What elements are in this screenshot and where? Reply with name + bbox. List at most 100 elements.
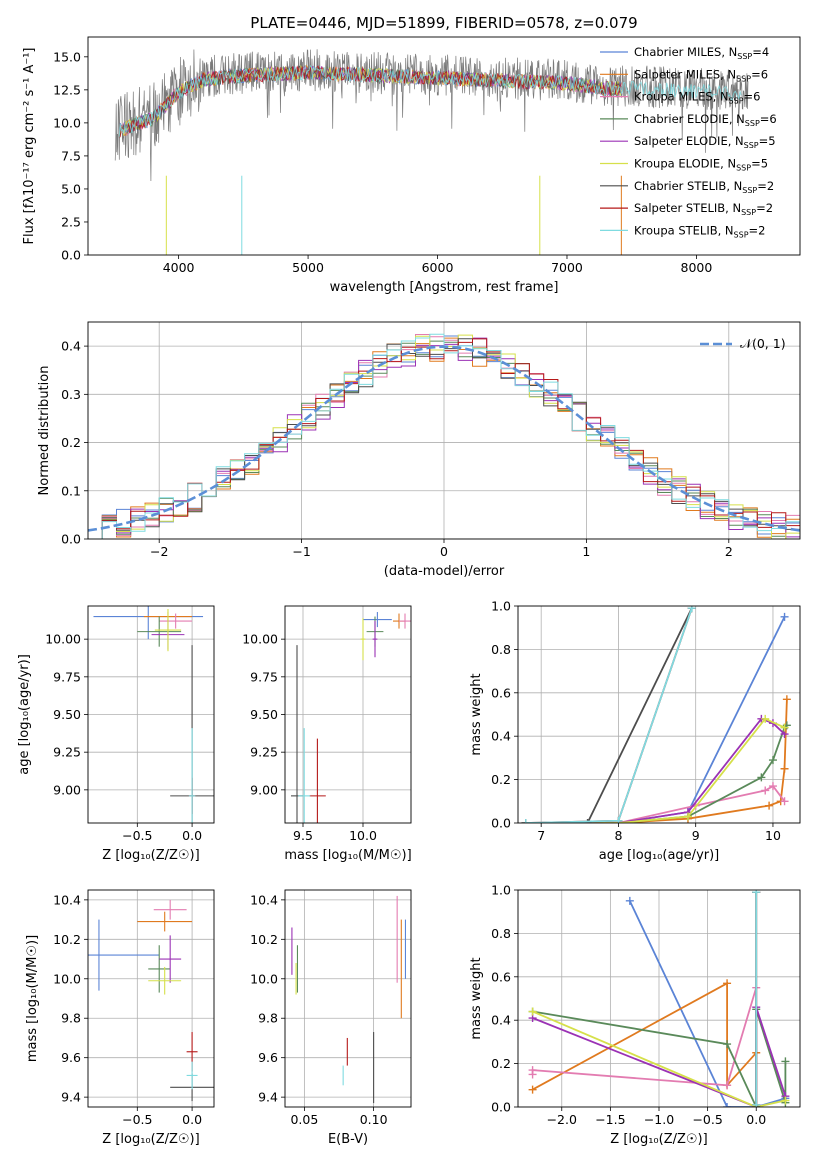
legend-entry: Kroupa ELODIE, NSSP=5	[634, 157, 768, 173]
legend-suffix: =6	[751, 67, 768, 81]
y-tick-label: 1.0	[491, 883, 511, 898]
y-tick-label: 10.4	[53, 892, 81, 907]
x-tick-label: 10.0	[349, 828, 377, 843]
legend-sub: SSP	[737, 52, 752, 61]
x-tick-label: −0.5	[122, 1112, 152, 1127]
x-tick-label: 8	[614, 828, 622, 843]
weight-line-chab_miles	[628, 900, 786, 1107]
y-tick-label: 0.4	[61, 339, 81, 354]
y-axis-label: Flux [fλ10⁻¹⁷ erg cm⁻² s⁻¹ A⁻¹]	[22, 48, 37, 245]
mass_vs_Z-plot	[88, 890, 214, 1107]
weight-marker-krou_stelib	[521, 819, 530, 823]
weight-marker-krou_stelib	[614, 816, 623, 823]
y-tick-label: 0.2	[491, 1056, 511, 1071]
weight-marker-chab_miles	[723, 1103, 732, 1107]
weight-marker-krou_elodie	[683, 812, 692, 821]
x-axis-label: Z [log₁₀(Z/Z☉)]	[102, 1132, 199, 1147]
weight-marker-chab_stelib	[583, 819, 592, 823]
axes-frame	[87, 321, 801, 540]
weight-marker-krou_stelib	[687, 606, 696, 613]
y-tick-label: 10.4	[250, 892, 278, 907]
legend-label: Chabrier STELIB, N	[634, 179, 742, 193]
y-tick-label: 10.2	[53, 932, 81, 947]
x-tick-label: −2	[150, 544, 168, 559]
legend-label: Kroupa ELODIE, N	[634, 157, 736, 171]
weight-marker-chab_elodie	[757, 773, 766, 782]
weight_vs_age-plot	[518, 606, 800, 823]
y-tick-label: 10.0	[250, 971, 278, 986]
model-spectrum-salp_stelib	[118, 65, 622, 138]
x-tick-label: 0.10	[360, 1112, 388, 1127]
legend-entry: Salpeter MILES, NSSP=6	[634, 67, 768, 83]
x-axis-label: Z [log₁₀(Z/Z☉)]	[610, 1132, 707, 1147]
y-tick-label: 9.00	[53, 782, 81, 797]
y-tick-label: 0.0	[491, 1100, 511, 1115]
weight-marker-krou_miles	[761, 786, 770, 795]
weight_vs_Z-plot	[518, 890, 800, 1107]
legend-label: Salpeter ELODIE, N	[634, 134, 744, 148]
x-axis-label: (data-model)/error	[384, 564, 505, 579]
chart-title: PLATE=0446, MJD=51899, FIBERID=0578, z=0…	[250, 14, 637, 32]
model-spectrum-krou_stelib	[118, 65, 742, 138]
age_vs_mass-plot	[285, 606, 411, 823]
x-tick-label: 0.0	[182, 828, 202, 843]
mass_vs_ebv-plot	[285, 890, 411, 1107]
axes-frame	[517, 605, 801, 824]
x-tick-label: 10	[765, 828, 781, 843]
y-axis-label: mass weight	[469, 957, 484, 1039]
legend-sub: SSP	[729, 97, 744, 106]
x-tick-label: 8000	[681, 260, 713, 275]
weight_vs_Z-frame: −2.0 −1.5 −1.0 −0.5 0.0 0.0 0.2 0.4 0.6 0.8 1.0 Z […	[469, 883, 801, 1147]
legend-label: 𝒩(0, 1)	[740, 336, 786, 351]
y-tick-label: 0.0	[61, 248, 81, 263]
weight-marker-krou_miles	[528, 1066, 537, 1075]
y-tick-label: 9.25	[250, 745, 278, 760]
spectrum-frame: 4000 5000 6000 7000 8000 0.0 2.5 5.0 7.5 10.0 12.5…	[22, 36, 801, 295]
y-tick-label: 0.6	[491, 685, 511, 700]
x-tick-label: −0.5	[692, 1112, 722, 1127]
y-tick-label: 10.00	[45, 632, 81, 647]
y-tick-label: 0.1	[61, 483, 81, 498]
legend-sub: SSP	[741, 208, 756, 217]
age_vs_mass-axes: 9.5 10.0 9.00 9.25 9.50 9.75 10.00 mass [log₁₀(…	[242, 605, 412, 863]
weight-line-krou_stelib	[525, 607, 693, 823]
y-tick-label: 10.0	[53, 971, 81, 986]
weight-line-salp_miles	[525, 699, 788, 823]
x-tick-label: 9	[692, 828, 700, 843]
legend-sub: SSP	[742, 186, 757, 195]
y-tick-label: 10.2	[250, 932, 278, 947]
y-axis-label: mass [log₁₀(M/M☉)]	[25, 935, 40, 1062]
legend-suffix: =6	[760, 112, 777, 126]
weight-marker-krou_elodie	[780, 723, 789, 732]
residual-legend: 𝒩(0, 1)	[700, 336, 786, 351]
y-tick-label: 0.3	[61, 387, 81, 402]
y-tick-label: 9.6	[258, 1050, 278, 1065]
x-tick-label: 7	[537, 828, 545, 843]
y-tick-label: 1.0	[491, 599, 511, 614]
y-tick-label: 5.0	[61, 181, 81, 196]
legend-entry: Chabrier MILES, NSSP=4	[634, 45, 769, 61]
axes-frame	[87, 889, 215, 1108]
mass_vs_Z-frame: −0.5 0.0 9.4 9.6 9.8 10.0 10.2 10.4 Z [log₁₀(Z/Z…	[25, 889, 215, 1147]
residuals-plot	[88, 322, 800, 539]
residuals-axes: −2 −1 0 1 2 0.0 0.1 0.2 0.3 0.4 (data-model)/error…	[37, 321, 801, 579]
y-tick-label: 9.75	[53, 669, 81, 684]
x-tick-label: 0.05	[290, 1112, 318, 1127]
weight-marker-krou_elodie	[761, 714, 770, 723]
x-axis-label: wavelength [Angstrom, rest frame]	[330, 280, 559, 295]
x-tick-label: 0	[440, 544, 448, 559]
y-tick-label: 9.75	[250, 669, 278, 684]
x-tick-label: 5000	[292, 260, 324, 275]
y-tick-label: 0.0	[61, 532, 81, 547]
weight-line-salp_miles	[532, 981, 758, 1107]
y-axis-label: mass weight	[469, 673, 484, 755]
y-tick-label: 0.2	[491, 772, 511, 787]
age_vs_Z-plot	[88, 606, 214, 823]
weight-marker-salp_miles	[723, 979, 732, 988]
y-tick-label: 9.25	[53, 745, 81, 760]
legend-sub: SSP	[745, 119, 760, 128]
x-tick-label: 1	[582, 544, 590, 559]
legend-label: Kroupa MILES, N	[634, 90, 729, 104]
age_vs_Z-frame: −0.5 0.0 9.00 9.25 9.50 9.75 10.00 Z [log₁₀(Z/Z…	[17, 605, 215, 863]
y-tick-label: 2.5	[61, 214, 81, 229]
